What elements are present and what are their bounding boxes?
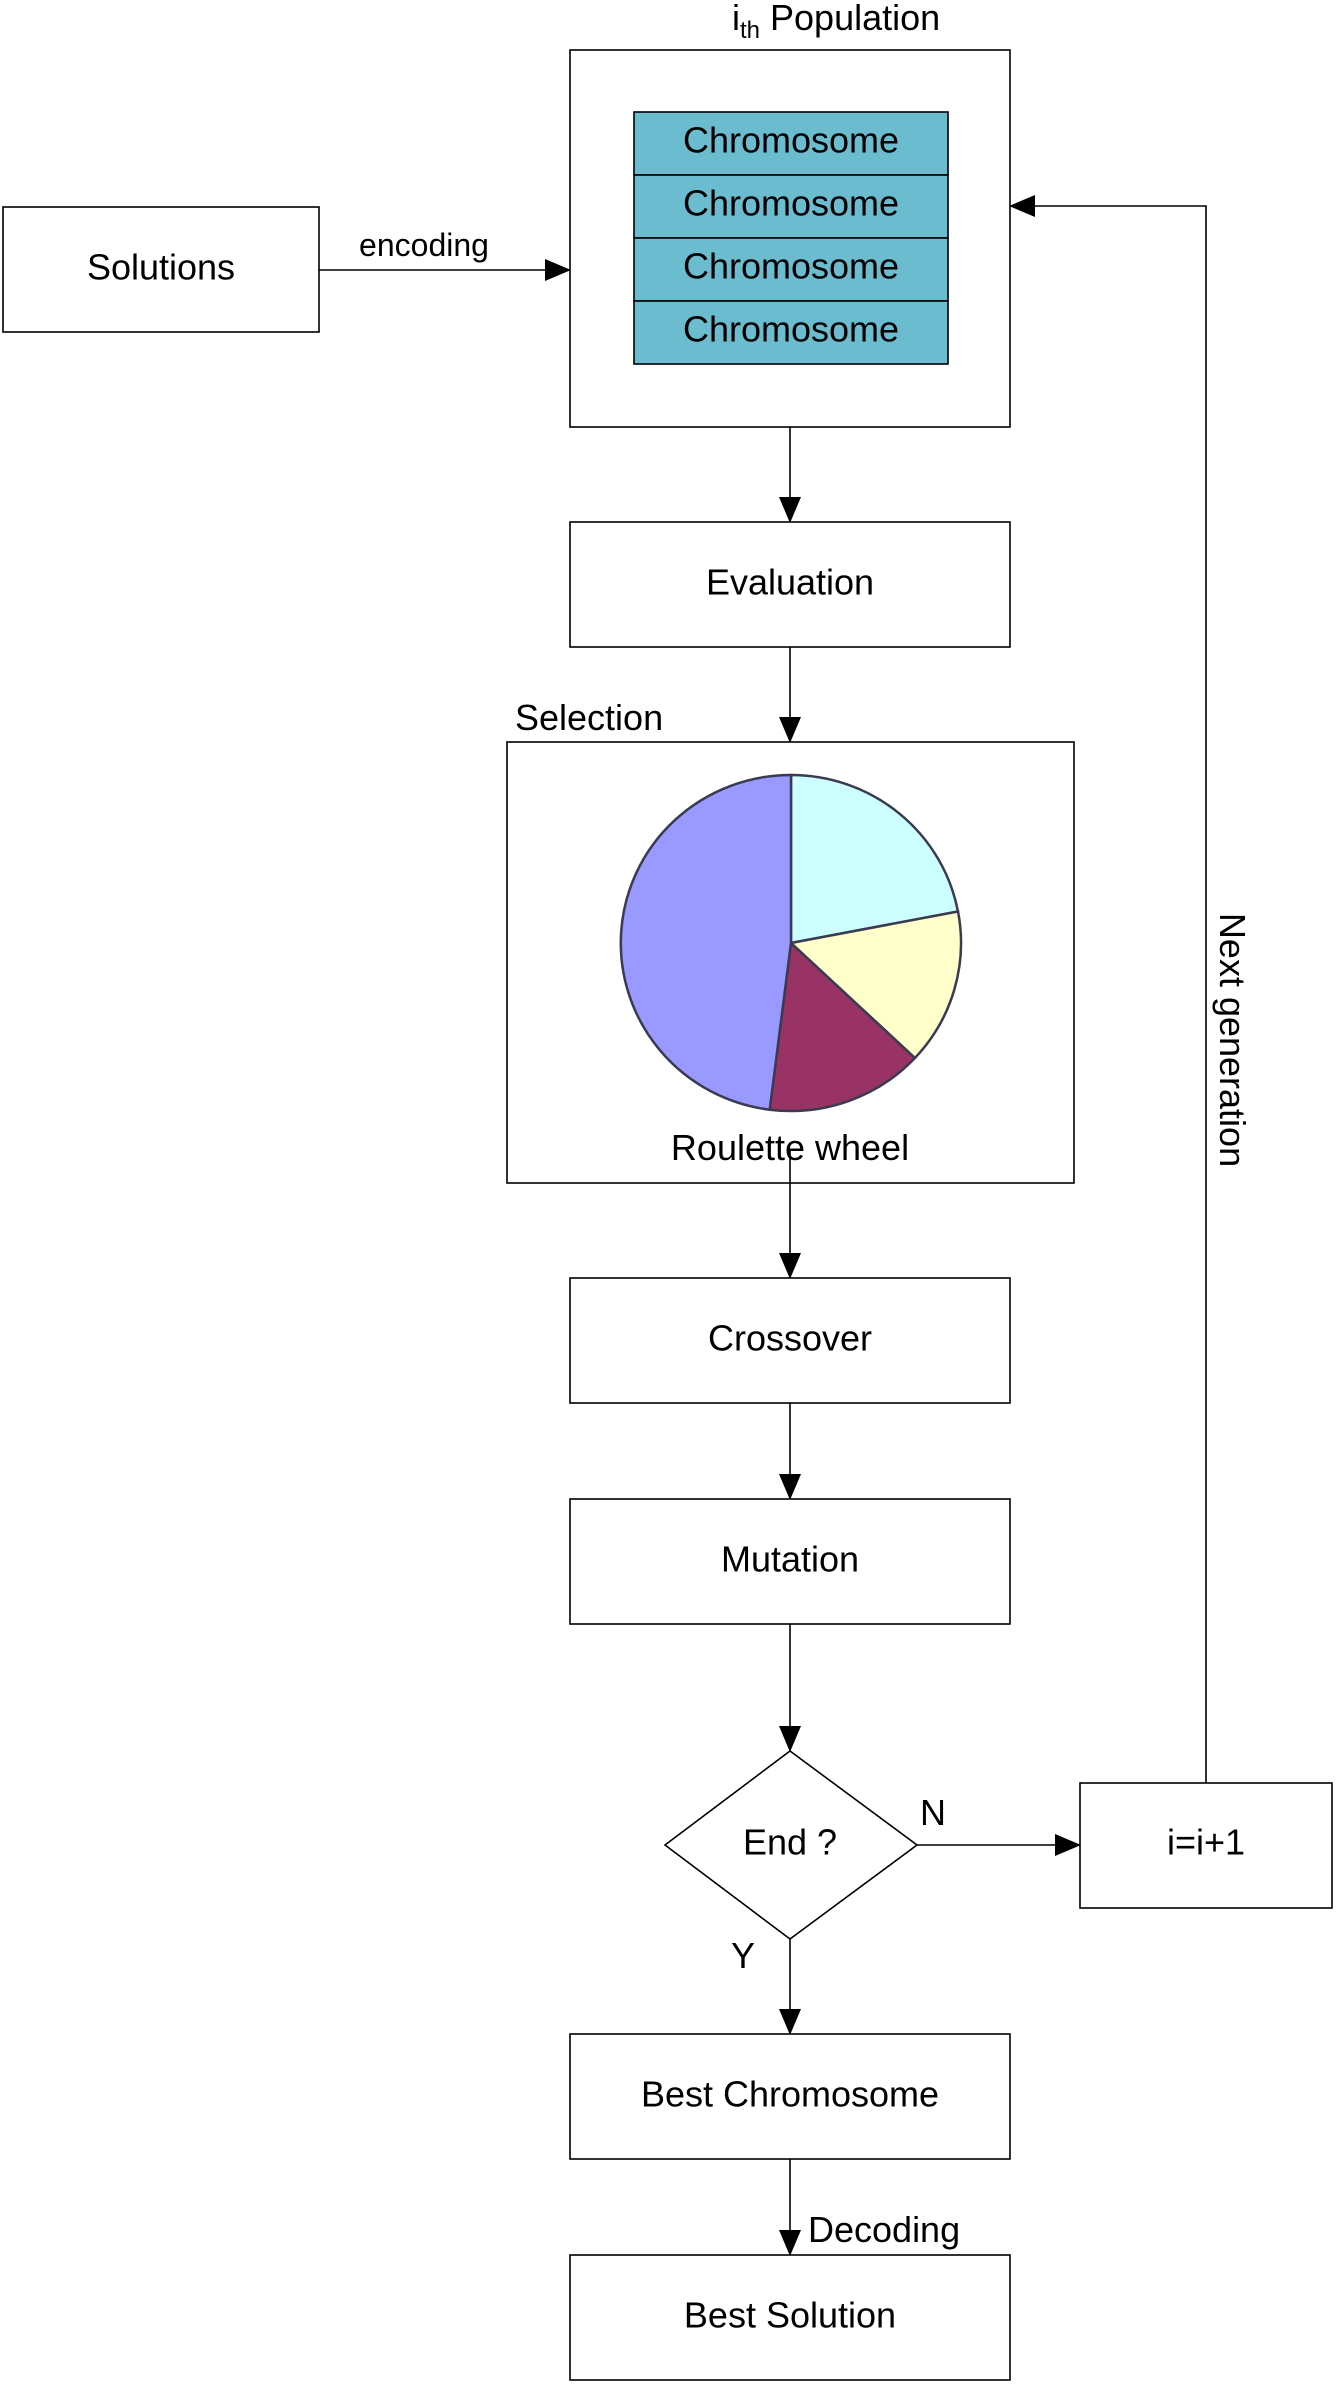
chromosome-row (633, 174, 949, 239)
roulette-slice-3 (768, 940, 917, 1113)
population-title-prefix: i (732, 0, 740, 38)
population-title-subscript: th (740, 17, 760, 44)
chromosome-label: Chromosome (683, 309, 899, 350)
encoding-label: encoding (359, 227, 489, 263)
chromosome-row (633, 300, 949, 365)
end-decision-label: End ? (743, 1822, 837, 1863)
solutions-label: Solutions (87, 247, 235, 288)
crossover-box (569, 1277, 1011, 1404)
evaluation-box (569, 521, 1011, 648)
roulette-slice-2 (788, 910, 963, 1060)
population-title-text: Population (770, 0, 940, 38)
crossover-label: Crossover (708, 1318, 872, 1359)
evaluation-label: Evaluation (706, 562, 874, 603)
no-branch-label: N (920, 1792, 946, 1833)
chromosome-label: Chromosome (683, 246, 899, 287)
roulette-slice-1 (789, 773, 960, 945)
best-chromosome-box (569, 2033, 1011, 2160)
next-generation-label: Next generation (1212, 913, 1253, 1167)
chromosome-row (633, 237, 949, 302)
roulette-wheel (619, 773, 963, 1113)
best-solution-box (569, 2254, 1011, 2381)
yes-branch-label: Y (731, 1935, 755, 1976)
best-chromosome-label: Best Chromosome (641, 2074, 939, 2115)
solutions-box (2, 206, 320, 333)
decoding-label: Decoding (808, 2209, 960, 2250)
mutation-label: Mutation (721, 1539, 859, 1580)
mutation-box (569, 1498, 1011, 1625)
population-title: ith Population (732, 0, 940, 44)
chromosome-label: Chromosome (683, 120, 899, 161)
selection-label: Selection (515, 697, 663, 738)
increment-label: i=i+1 (1167, 1822, 1245, 1863)
chromosome-row (633, 111, 949, 176)
chromosome-list: Chromosome Chromosome Chromosome Chromos… (633, 111, 949, 365)
roulette-slice-4 (619, 773, 793, 1112)
best-solution-label: Best Solution (684, 2295, 896, 2336)
increment-box (1079, 1782, 1333, 1909)
chromosome-label: Chromosome (683, 183, 899, 224)
next-generation-arrow (1009, 195, 1207, 1783)
